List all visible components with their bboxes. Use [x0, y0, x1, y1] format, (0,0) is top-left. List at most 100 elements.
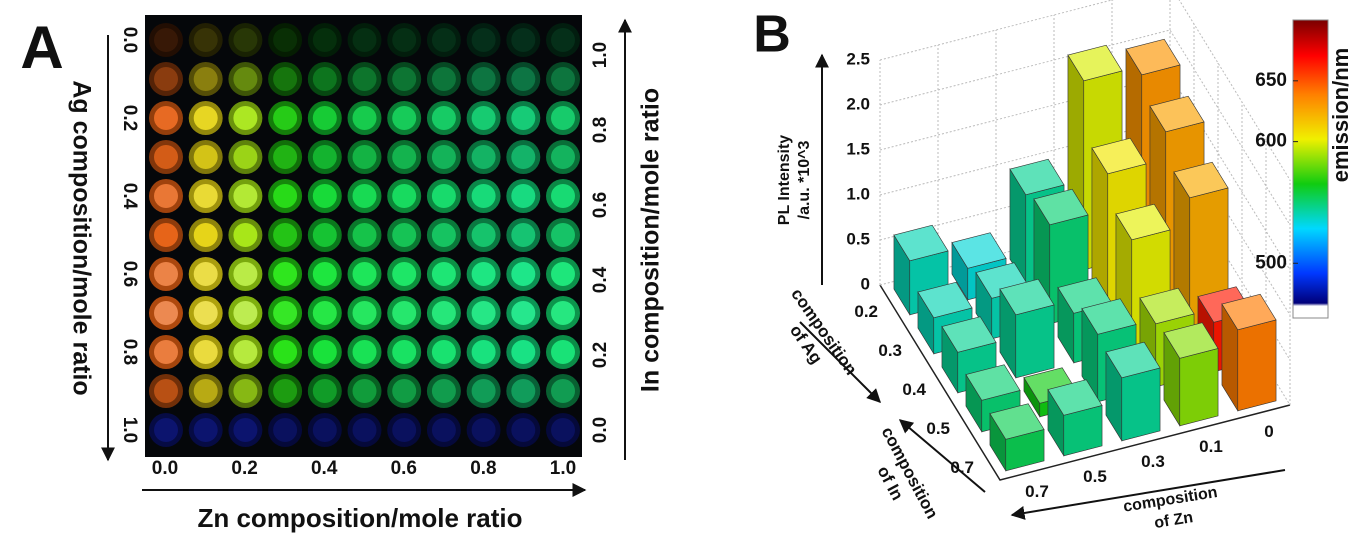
well [312, 262, 337, 286]
well [193, 379, 218, 403]
y-tick-label: 0.5 [926, 419, 950, 438]
well [471, 262, 496, 286]
y2-tick-label: 0.2 [590, 342, 611, 368]
well [312, 67, 337, 91]
well [511, 418, 536, 442]
bar-top [917, 281, 973, 319]
x-tick-label: 0.2 [231, 458, 257, 479]
well [154, 223, 178, 247]
well [273, 106, 298, 130]
x-tick-label: 0.0 [152, 458, 178, 479]
y-tick-label: 0.0 [119, 27, 140, 53]
well [511, 223, 536, 247]
floor-edge [879, 284, 1291, 481]
well [471, 340, 496, 364]
bar-top [989, 403, 1045, 440]
bar [989, 403, 1045, 472]
well [273, 28, 298, 52]
well [511, 301, 536, 325]
well [273, 145, 298, 169]
well [312, 106, 337, 130]
well [511, 145, 536, 169]
y2-axis-label: In composition/mole ratio [637, 88, 665, 392]
well [551, 418, 575, 442]
well [154, 379, 178, 403]
bar-top [951, 232, 1007, 269]
well [511, 28, 536, 52]
well [392, 301, 417, 325]
well [471, 223, 496, 247]
grid-line [879, 29, 1291, 226]
well [511, 67, 536, 91]
well [273, 340, 298, 364]
wells [149, 23, 580, 447]
x-tick-label: 0.8 [470, 458, 496, 479]
bar-top [1163, 322, 1219, 359]
well [273, 67, 298, 91]
well [193, 301, 218, 325]
bar [1221, 293, 1277, 412]
z-tick-label: 0 [861, 274, 870, 293]
well [352, 223, 377, 247]
well [273, 184, 298, 208]
y-tick-label: 0.4 [119, 183, 140, 210]
bar-top [1115, 203, 1171, 241]
z-tick-label: 1.0 [846, 184, 870, 203]
bar-top [1067, 44, 1123, 82]
well [392, 145, 417, 169]
well [551, 106, 575, 130]
bar-front [1121, 367, 1161, 442]
y2-tick-label: 1.0 [590, 42, 611, 68]
well [193, 106, 218, 130]
y-tick-label: 1.0 [119, 417, 140, 443]
bar-top [1139, 287, 1195, 325]
grid-line [879, 164, 1291, 361]
well [551, 379, 575, 403]
y2-tick-label: 0.4 [590, 266, 611, 293]
well [193, 223, 218, 247]
y2-tick-label: 0.0 [590, 417, 611, 443]
well [352, 145, 377, 169]
bar-top [1081, 298, 1137, 335]
bar-top [893, 224, 949, 262]
x-tick-label: 0.4 [311, 458, 338, 479]
well [551, 28, 575, 52]
well [551, 184, 575, 208]
y-tick-label: 0.6 [119, 261, 140, 287]
well [551, 67, 575, 91]
x-tick-label: 0.7 [1025, 482, 1049, 501]
colorbar [1292, 19, 1329, 319]
well [312, 418, 337, 442]
bar [1047, 379, 1103, 457]
well [312, 223, 337, 247]
panel-label: B [753, 6, 791, 64]
well [312, 340, 337, 364]
well [154, 106, 178, 130]
z-tick-label: 2.0 [846, 94, 870, 113]
well [352, 418, 377, 442]
bar [999, 278, 1055, 379]
well [431, 184, 456, 208]
bar [1163, 322, 1219, 427]
bar-top [965, 364, 1021, 401]
z-tick-label: 2.5 [846, 49, 870, 68]
well [193, 418, 218, 442]
well [193, 145, 218, 169]
well [471, 418, 496, 442]
well [392, 379, 417, 403]
z-tick-label: 0.5 [846, 229, 870, 248]
bar-front [1179, 348, 1219, 427]
x-tick-label: 0.1 [1199, 437, 1223, 456]
well [273, 418, 298, 442]
bar-top [1149, 95, 1205, 133]
x-tick-label: 1.0 [550, 458, 576, 479]
well [154, 301, 178, 325]
well [154, 28, 178, 52]
well [154, 418, 178, 442]
well [392, 340, 417, 364]
bar-top [1009, 158, 1065, 196]
well [511, 340, 536, 364]
bar [941, 316, 997, 394]
well [431, 418, 456, 442]
